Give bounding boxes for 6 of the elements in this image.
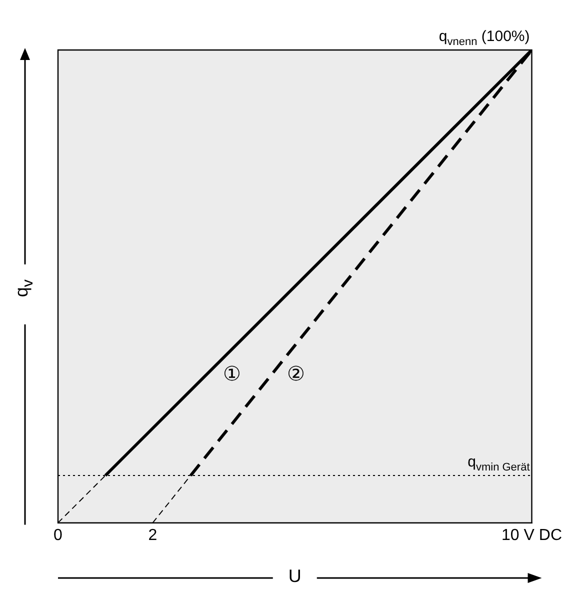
x-tick-label: 2 [148,526,158,544]
x-tick-label: 10 V DC [502,526,562,544]
series-label: ② [286,361,305,386]
series-label: ① [223,361,241,386]
x-tick-label: 0 [54,526,63,544]
x-axis-title: U [287,566,302,587]
